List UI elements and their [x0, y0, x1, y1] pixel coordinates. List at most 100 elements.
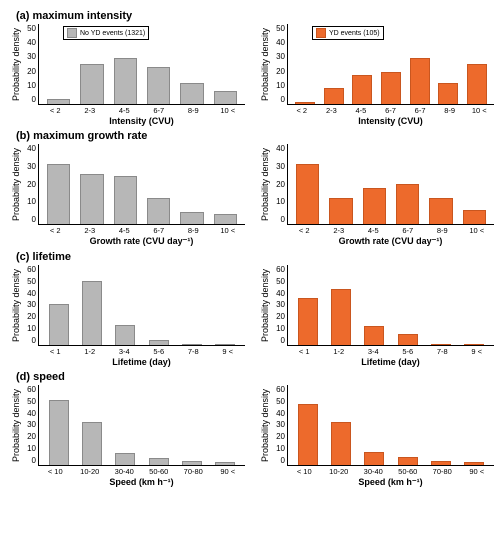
bar: [363, 188, 386, 224]
bar: [215, 344, 235, 345]
panel-a-left: Probability density50403020100No YD even…: [10, 24, 245, 126]
ylabel: Probability density: [10, 385, 22, 465]
bar: [47, 99, 70, 104]
bar: [431, 344, 451, 345]
bar: [398, 334, 418, 345]
bar: [438, 83, 458, 104]
bar: [324, 88, 344, 104]
panel-title-d: (d) speed: [16, 371, 494, 383]
bar: [80, 174, 103, 224]
xticks: < 11-23-45-67-89 <: [271, 346, 494, 356]
bar: [147, 198, 170, 224]
bar: [49, 304, 69, 345]
yticks: 6050403020100: [271, 265, 287, 345]
legend-YD: YD events (105): [312, 26, 384, 40]
bar: [82, 281, 102, 345]
legend-swatch-YD: [316, 28, 326, 38]
bar: [49, 400, 69, 465]
xticks: < 22-34-56-78-910 <: [22, 225, 245, 235]
panel-d-left: Probability density6050403020100< 1010-2…: [10, 385, 245, 488]
ylabel: Probability density: [259, 144, 271, 224]
panel-d-right: Probability density6050403020100< 1010-2…: [259, 385, 494, 488]
xticks: < 22-34-56-78-910 <: [22, 105, 245, 115]
xticks: < 11-23-45-67-89 <: [22, 346, 245, 356]
bar: [147, 67, 170, 104]
bar: [298, 404, 318, 465]
bar: [463, 210, 486, 224]
figure: (a) maximum intensity Probability density…: [10, 10, 494, 488]
panel-row-a: Probability density50403020100No YD even…: [10, 24, 494, 126]
bar: [214, 91, 237, 104]
panel-c-right: Probability density6050403020100< 11-23-…: [259, 265, 494, 367]
ylabel: Probability density: [259, 385, 271, 465]
bar: [47, 164, 70, 224]
bar: [182, 344, 202, 345]
xlabel: Lifetime (day): [22, 357, 245, 367]
bar: [298, 298, 318, 345]
bar: [364, 452, 384, 465]
xticks: < 1010-2030-4050-6070-8090 <: [271, 466, 494, 476]
bar: [149, 340, 169, 345]
plot-area: [38, 265, 245, 346]
bar: [331, 289, 351, 345]
plot-area: [287, 144, 494, 225]
bar: [464, 462, 484, 465]
xticks: < 1010-2030-4050-6070-8090 <: [22, 466, 245, 476]
bar: [214, 214, 237, 224]
bar: [467, 64, 487, 104]
xlabel: Speed (km h⁻¹): [22, 477, 245, 488]
bar: [329, 198, 352, 224]
xlabel: Growth rate (CVU day⁻¹): [22, 236, 245, 247]
yticks: 6050403020100: [22, 385, 38, 465]
bar: [410, 58, 430, 104]
bar: [180, 212, 203, 224]
xlabel: Growth rate (CVU day⁻¹): [271, 236, 494, 247]
plot-area: No YD events (1321): [38, 24, 245, 105]
yticks: 6050403020100: [271, 385, 287, 465]
plot-area: YD events (105): [287, 24, 494, 105]
xticks: < 22-34-56-76-78-910 <: [271, 105, 494, 115]
xlabel: Intensity (CVU): [22, 116, 245, 126]
yticks: 403020100: [22, 144, 38, 224]
bar: [295, 102, 315, 104]
bar: [464, 344, 484, 345]
panel-c-left: Probability density6050403020100< 11-23-…: [10, 265, 245, 367]
ylabel: Probability density: [10, 24, 22, 104]
panel-title-a: (a) maximum intensity: [16, 10, 494, 22]
bar: [352, 75, 372, 104]
bar: [398, 457, 418, 465]
ylabel: Probability density: [10, 144, 22, 224]
panel-title-b: (b) maximum growth rate: [16, 130, 494, 142]
panel-a-right: Probability density50403020100YD events …: [259, 24, 494, 126]
plot-area: [38, 144, 245, 225]
legend-noYD: No YD events (1321): [63, 26, 149, 40]
bar: [115, 453, 135, 465]
xlabel: Lifetime (day): [271, 357, 494, 367]
bar: [431, 461, 451, 465]
legend-label: YD events (105): [329, 30, 380, 37]
bar: [114, 176, 137, 224]
plot-area: [38, 385, 245, 466]
yticks: 403020100: [271, 144, 287, 224]
panel-b-right: Probability density403020100< 22-34-56-7…: [259, 144, 494, 247]
xlabel: Speed (km h⁻¹): [271, 477, 494, 488]
bar: [180, 83, 203, 104]
plot-area: [287, 385, 494, 466]
ylabel: Probability density: [10, 265, 22, 345]
panel-b-left: Probability density403020100< 22-34-56-7…: [10, 144, 245, 247]
panel-row-d: Probability density6050403020100< 1010-2…: [10, 385, 494, 488]
bar: [114, 58, 137, 104]
bar: [296, 164, 319, 224]
xlabel: Intensity (CVU): [271, 116, 494, 126]
panel-row-c: Probability density6050403020100< 11-23-…: [10, 265, 494, 367]
bar: [115, 325, 135, 345]
yticks: 6050403020100: [22, 265, 38, 345]
bar: [364, 326, 384, 345]
panel-row-b: Probability density403020100< 22-34-56-7…: [10, 144, 494, 247]
bar: [182, 461, 202, 465]
plot-area: [287, 265, 494, 346]
bar: [429, 198, 452, 224]
legend-swatch-noYD: [67, 28, 77, 38]
bar: [331, 422, 351, 465]
bar: [381, 72, 401, 104]
